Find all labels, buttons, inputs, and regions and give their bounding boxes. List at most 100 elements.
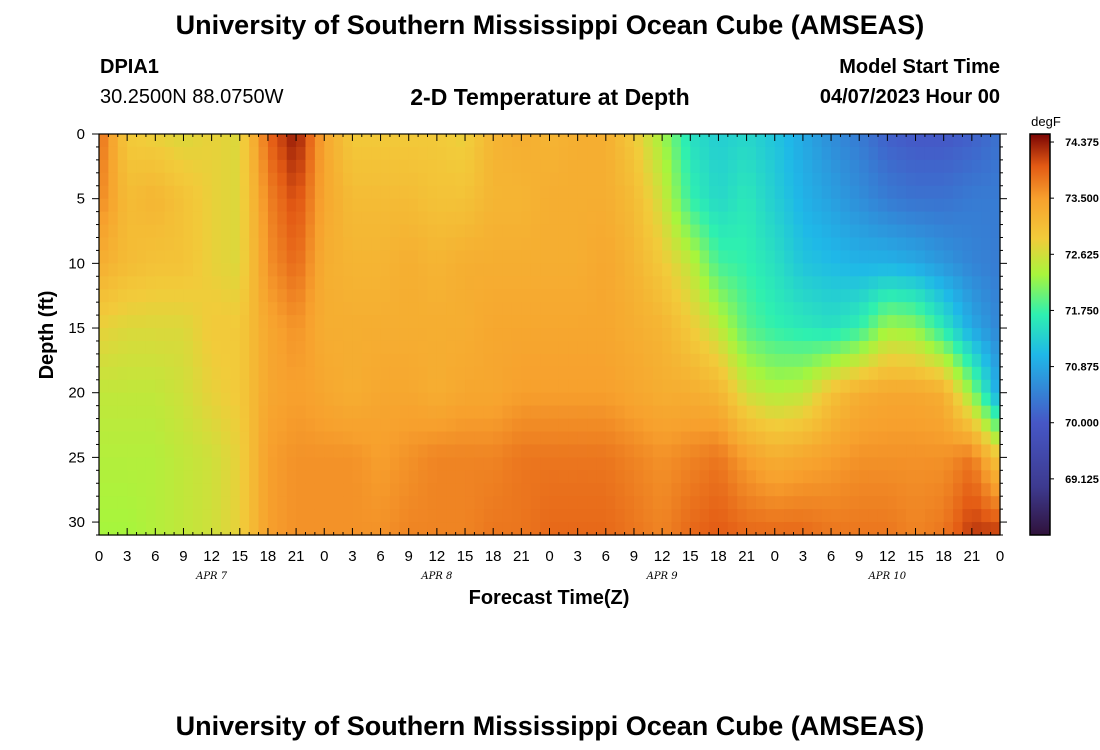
heatmap-cell (690, 431, 701, 446)
heatmap-cell (314, 353, 325, 368)
heatmap-cell (849, 509, 860, 523)
heatmap-cell (352, 496, 363, 510)
heatmap-cell (136, 172, 147, 187)
heatmap-cell (765, 392, 776, 407)
heatmap-cell (249, 172, 260, 187)
heatmap-cell (568, 379, 579, 394)
heatmap-cell (408, 457, 419, 471)
heatmap-cell (840, 418, 851, 433)
heatmap-cell (108, 457, 119, 471)
heatmap-cell (192, 315, 203, 329)
heatmap-cell (239, 496, 250, 510)
heatmap-cell (887, 509, 898, 523)
heatmap-cell (239, 276, 250, 290)
heatmap-cell (943, 250, 954, 264)
heatmap-cell (145, 146, 156, 161)
heatmap-cell (915, 444, 926, 458)
heatmap-cell (380, 146, 391, 161)
heatmap-cell (915, 366, 926, 381)
heatmap-cell (906, 289, 917, 303)
heatmap-cell (540, 353, 551, 368)
heatmap-cell (493, 392, 504, 407)
heatmap-cell (831, 444, 842, 458)
heatmap-cell (221, 172, 231, 187)
heatmap-cell (408, 405, 419, 420)
x-tick-label: 0 (95, 548, 103, 565)
heatmap-cell (164, 134, 175, 148)
heatmap-cell (755, 418, 766, 433)
heatmap-cell (924, 237, 935, 252)
heatmap-cell (540, 483, 551, 497)
heatmap-cell (718, 302, 729, 316)
heatmap-cell (849, 172, 860, 187)
heatmap-cell (155, 159, 166, 174)
heatmap-cell (887, 340, 898, 355)
heatmap-cell (915, 263, 926, 277)
heatmap-cell (502, 522, 513, 536)
heatmap-cell (502, 444, 513, 458)
heatmap-cell (971, 328, 982, 342)
heatmap-cell (840, 457, 851, 471)
heatmap-cell (549, 522, 560, 536)
heatmap-cell (408, 146, 419, 161)
heatmap-cell (136, 315, 147, 329)
heatmap-cell (221, 134, 231, 148)
heatmap-cell (868, 276, 879, 290)
heatmap-cell (399, 250, 410, 264)
heatmap-cell (802, 509, 813, 523)
heatmap-cell (690, 250, 701, 264)
heatmap-cell (211, 198, 222, 213)
heatmap-cell (211, 509, 222, 523)
heatmap-cell (277, 483, 288, 497)
heatmap-cell (990, 366, 1001, 381)
heatmap-cell (633, 483, 644, 497)
heatmap-cell (906, 134, 917, 148)
heatmap-cell (633, 340, 644, 355)
heatmap-cell (784, 134, 795, 148)
heatmap-cell (427, 328, 438, 342)
heatmap-cell (718, 496, 729, 510)
heatmap-cell (568, 263, 579, 277)
heatmap-cell (549, 250, 560, 264)
heatmap-cell (221, 509, 231, 523)
heatmap-cell (831, 302, 842, 316)
heatmap-cell (662, 366, 673, 381)
heatmap-cell (652, 198, 663, 213)
heatmap-cell (671, 159, 682, 174)
heatmap-cell (859, 276, 870, 290)
heatmap-cell (361, 237, 372, 252)
heatmap-cell (286, 483, 297, 497)
heatmap-cell (511, 276, 522, 290)
heatmap-cell (493, 185, 504, 200)
heatmap-cell (746, 198, 757, 213)
heatmap-cell (361, 457, 372, 471)
heatmap-cell (643, 315, 654, 329)
heatmap-cell (202, 159, 213, 174)
heatmap-cell (389, 315, 400, 329)
heatmap-cell (981, 470, 992, 484)
heatmap-cell (906, 159, 917, 174)
heatmap-cell (802, 340, 813, 355)
heatmap-cell (427, 237, 438, 252)
heatmap-cell (699, 444, 710, 458)
heatmap-cell (990, 211, 1001, 226)
heatmap-cell (549, 263, 560, 277)
heatmap-cell (258, 457, 269, 471)
heatmap-cell (577, 444, 588, 458)
heatmap-cell (906, 224, 917, 239)
heatmap-cell (981, 418, 992, 433)
heatmap-cell (136, 159, 147, 174)
heatmap-cell (314, 444, 325, 458)
heatmap-cell (296, 134, 307, 148)
heatmap-cell (324, 496, 335, 510)
y-tick-label: 15 (68, 320, 85, 337)
heatmap-cell (624, 198, 635, 213)
heatmap-cell (258, 366, 269, 381)
heatmap-cell (699, 302, 710, 316)
heatmap-cell (699, 457, 710, 471)
heatmap-cell (840, 328, 851, 342)
heatmap-cell (765, 211, 776, 226)
heatmap-cell (258, 522, 269, 536)
heatmap-cell (671, 224, 682, 239)
